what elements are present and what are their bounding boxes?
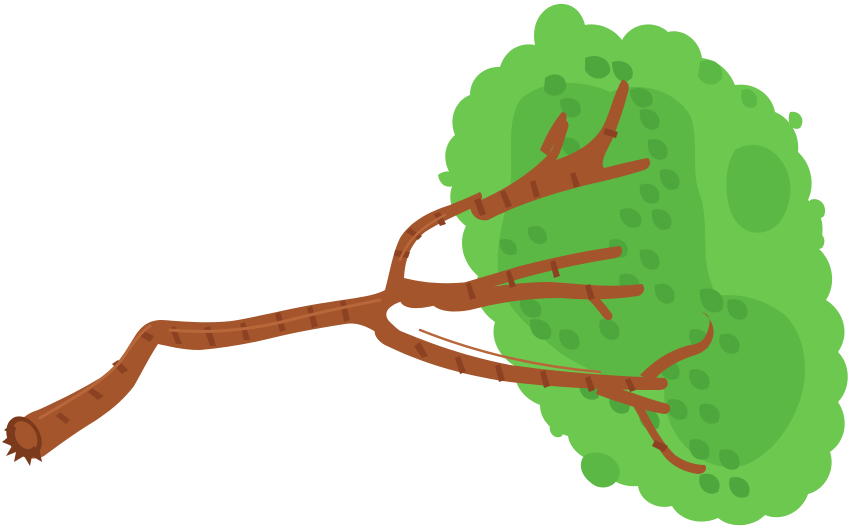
trunk [2, 192, 483, 466]
bark-highlights [38, 213, 602, 420]
